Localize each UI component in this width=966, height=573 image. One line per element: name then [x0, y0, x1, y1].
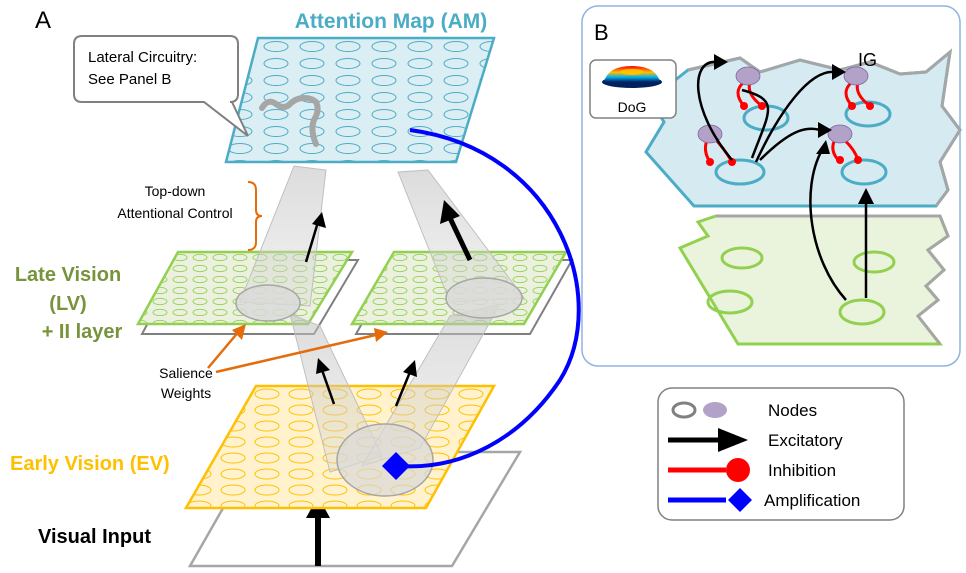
lv-node-ring: [706, 289, 754, 315]
dog-label: DoG: [618, 99, 647, 115]
legend-inhibition-circle: [726, 458, 750, 482]
lv-receptive-field-right: [445, 277, 523, 319]
legend-amplification-diamond: [728, 488, 752, 512]
am-node-ring: [840, 158, 888, 186]
excitatory-arrowhead: [714, 54, 874, 204]
late-vision-label-line1: Late Vision: [15, 264, 121, 286]
late-vision-label-line3: + II layer: [42, 321, 123, 343]
lateral-circuitry-callout: [73, 35, 249, 137]
visual-input-label: Visual Input: [38, 526, 151, 548]
legend-ring-icon: [671, 401, 697, 419]
am-node-ring: [714, 158, 766, 186]
panel-b-letter: B: [594, 20, 609, 45]
legend-excitatory-label: Excitatory: [768, 431, 843, 450]
lv-receptive-field-left: [235, 284, 301, 322]
callout-text-line2: See Panel B: [88, 71, 171, 88]
legend-interneuron-icon: [703, 402, 727, 418]
legend-inhibition-label: Inhibition: [768, 461, 836, 480]
early-vision-label: Early Vision (EV): [10, 453, 170, 475]
lv-node-ring: [838, 298, 886, 326]
lv-to-am-arrow-right: [440, 200, 473, 262]
excitatory-connection: [696, 60, 868, 301]
salience-arrow-right: [215, 328, 388, 374]
legend-amplification-label: Amplification: [764, 491, 860, 510]
ev-to-lv-arrow-right: [394, 360, 417, 407]
attention-map-title: Attention Map (AM): [295, 10, 487, 33]
dog-inset: [589, 59, 677, 119]
late-vision-label-line2: (LV): [49, 293, 86, 315]
panel-a-letter: A: [35, 7, 51, 34]
lv-node-ring: [852, 250, 896, 274]
inhibitory-terminal: [706, 102, 874, 166]
legend-nodes-label: Nodes: [768, 401, 817, 420]
amplification-path: [399, 128, 581, 469]
topdown-label-line1: Top-down: [145, 183, 206, 199]
salience-label-line1: Salience: [159, 365, 213, 381]
lv-node-ring: [720, 246, 764, 270]
ev-to-lv-arrow-left: [316, 358, 336, 405]
topdown-label-line2: Attentional Control: [117, 205, 232, 221]
legend-box: [657, 387, 905, 521]
topdown-brace: [247, 181, 263, 251]
legend-excitatory-arrowhead: [718, 428, 748, 452]
callout-text-line1: Lateral Circuitry:: [88, 49, 197, 66]
amplification-diamond: [382, 452, 410, 480]
am-node-ring: [844, 100, 892, 128]
ig-label: IG: [858, 50, 877, 70]
lv-to-am-arrow-left: [304, 212, 326, 263]
salience-label-line2: Weights: [161, 385, 211, 401]
ev-receptive-field: [336, 423, 434, 497]
salience-arrow-left: [207, 324, 246, 369]
lateral-circuitry-scribble: [259, 94, 321, 147]
